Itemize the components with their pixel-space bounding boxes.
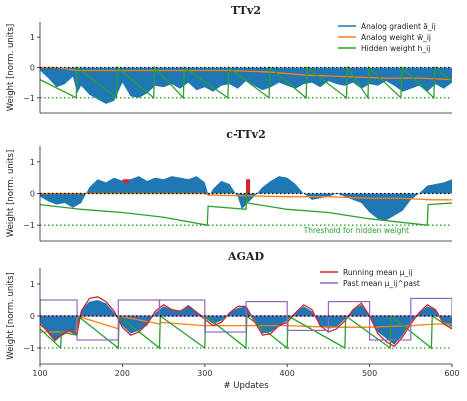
y-tick-label: 1 <box>30 33 35 42</box>
y-tick-label: 0 <box>30 312 35 321</box>
legend: Analog gradient ã_ij Analog weight w̃_ij H… <box>338 22 436 53</box>
series-hidden-weight-line <box>40 193 452 226</box>
plot-area <box>40 176 452 226</box>
panel-3: −1 0 1 100 200 300 400 500 600 AGAD Weight [norm. … <box>6 250 460 391</box>
series-past-mean-mu-ij-rm-past-box-10 <box>410 297 452 317</box>
series-past-mean-mu-ij-rm-past-box-2 <box>76 315 119 341</box>
y-axis-label: Weight [norm. units] <box>6 150 16 237</box>
legend-entry: Analog gradient ã_ij <box>361 22 436 31</box>
series-past-mean-mu-ij-rm-past-box-6 <box>245 301 288 317</box>
plot-area <box>40 65 452 104</box>
y-tick-label: 1 <box>30 158 35 167</box>
annotation-1: Threshold for hidden weight <box>303 226 409 235</box>
series-past-mean-mu-ij-rm-past-box-4 <box>158 299 206 317</box>
y-axis-label: Weight [norm. units] <box>6 24 16 111</box>
panel-title: AGAD <box>227 250 264 263</box>
panel-1: −1 0 1 TTv2 Weight [norm. units] Analog gradi… <box>6 4 452 114</box>
y-tick-label: 0 <box>30 190 35 199</box>
series-analog-weight-line <box>40 192 452 201</box>
x-tick-label: 600 <box>444 369 459 378</box>
panel-title: TTv2 <box>231 4 261 17</box>
y-tick-label: −1 <box>23 94 35 103</box>
legend-entry: Analog weight w̃_ij <box>361 33 431 42</box>
plot-area <box>40 296 452 350</box>
x-tick-label: 200 <box>115 369 130 378</box>
series-running-mean-mu-ij-line <box>40 296 452 348</box>
legend: Running mean μ_ij Past mean μ_ij^past <box>320 268 420 288</box>
y-tick-label: 1 <box>30 280 35 289</box>
legend-entry: Running mean μ_ij <box>343 268 412 277</box>
y-tick-label: −1 <box>23 344 35 353</box>
panel-2: −1 0 1 c-TTv2 Weight [norm. units] Threshold … <box>6 128 452 242</box>
legend-entry: Hidden weight h_ij <box>361 44 430 53</box>
y-tick-label: 0 <box>30 64 35 73</box>
legend-entry: Past mean μ_ij^past <box>343 279 420 288</box>
series-analog-weight-tilde-w-ij-line <box>40 66 452 81</box>
highlight-span-2 <box>246 179 251 194</box>
y-tick-label: −1 <box>23 221 35 230</box>
panel-title: c-TTv2 <box>226 128 265 141</box>
x-tick-label: 100 <box>32 369 47 378</box>
series-past-mean-mu-ij-rm-past-box-9 <box>369 315 412 341</box>
series-past-mean-mu-ij-rm-past-box-7 <box>286 315 330 331</box>
x-tick-label: 500 <box>362 369 377 378</box>
series-hidden-weight-h-ij-line <box>40 65 452 100</box>
x-axis-label: # Updates <box>223 381 269 391</box>
series-past-mean-mu-ij-rm-past-box-1 <box>40 299 78 317</box>
x-tick-label: 300 <box>197 369 212 378</box>
y-axis-label: Weight [norm. units] <box>6 272 16 359</box>
x-tick-label: 400 <box>280 369 295 378</box>
